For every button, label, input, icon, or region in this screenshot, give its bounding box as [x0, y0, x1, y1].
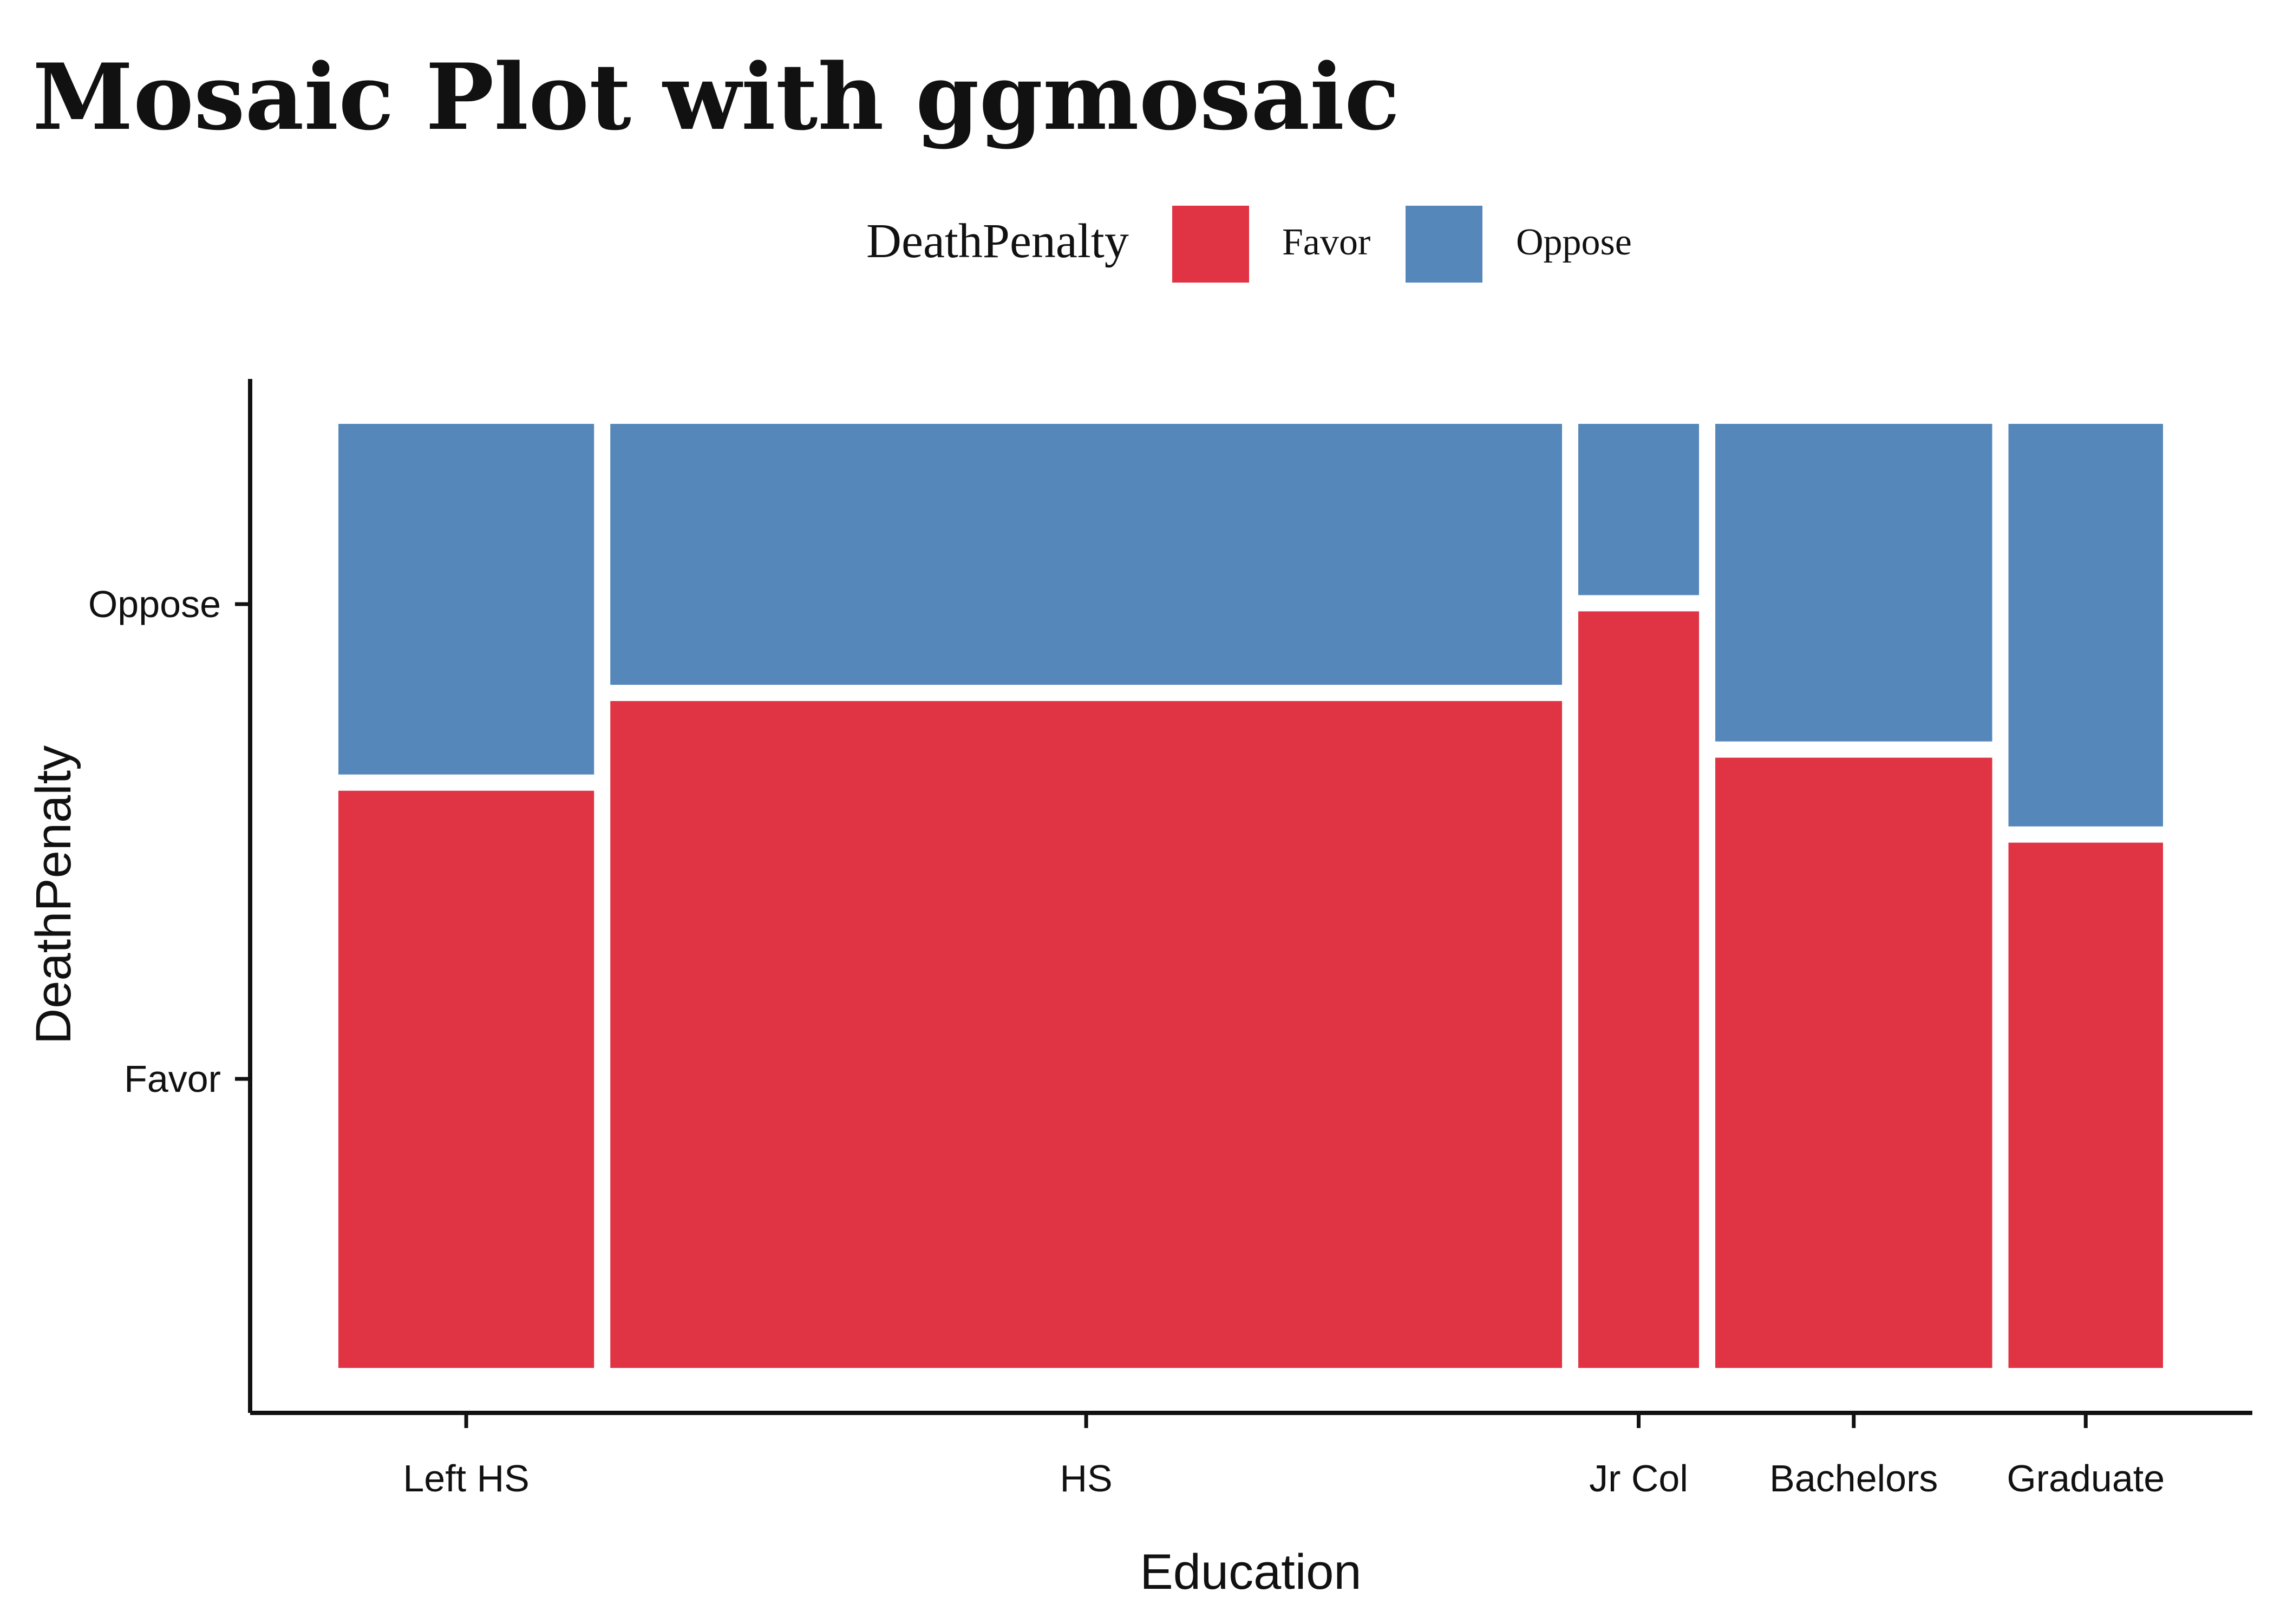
chart-title: Mosaic Plot with ggmosaic	[32, 43, 1400, 150]
tile-oppose-left-hs	[338, 424, 594, 775]
x-axis-title: Education	[1140, 1544, 1361, 1600]
legend-label-favor: Favor	[1282, 221, 1370, 263]
x-tick-label-jr-col: Jr Col	[1589, 1457, 1688, 1499]
legend-key-oppose	[1406, 206, 1482, 283]
y-tick-label-favor: Favor	[124, 1058, 221, 1100]
y-tick-label-oppose: Oppose	[88, 583, 221, 625]
tile-oppose-bachelors	[1715, 424, 1992, 742]
tile-favor-hs	[610, 701, 1563, 1368]
tile-favor-jr-col	[1578, 611, 1700, 1368]
tile-oppose-hs	[610, 424, 1563, 685]
tile-favor-bachelors	[1715, 757, 1992, 1368]
tile-oppose-jr-col	[1578, 424, 1700, 595]
x-tick-label-graduate: Graduate	[2007, 1457, 2165, 1499]
legend-label-oppose: Oppose	[1516, 221, 1632, 263]
tile-favor-graduate	[2008, 842, 2163, 1368]
x-tick-label-bachelors: Bachelors	[1769, 1457, 1938, 1499]
y-axis-title: DeathPenalty	[26, 745, 81, 1044]
x-tick-label-left-hs: Left HS	[403, 1457, 529, 1499]
tile-oppose-graduate	[2008, 424, 2163, 827]
legend-title: DeathPenalty	[866, 214, 1129, 268]
x-tick-label-hs: HS	[1060, 1457, 1112, 1499]
tile-favor-left-hs	[338, 790, 594, 1368]
legend-key-favor	[1172, 206, 1249, 283]
